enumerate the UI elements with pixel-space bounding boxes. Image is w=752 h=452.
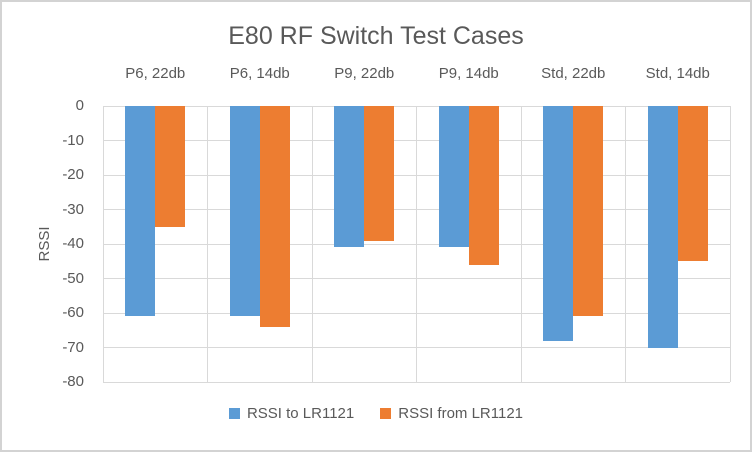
bar-to-lr1121-cat5 [647,106,678,348]
bar-from-lr1121-cat3 [468,106,499,265]
bar-to-lr1121-cat0 [125,106,156,317]
category-label: Std, 14db [645,65,710,82]
y-tick-label: -60 [62,304,84,321]
legend-label: RSSI from LR1121 [398,405,524,422]
legend-label: RSSI to LR1121 [246,405,355,422]
category-label: P9, 22db [334,65,395,82]
gridline-v [625,106,626,382]
y-tick-label: -50 [62,269,84,287]
category-label: P9, 14db [438,65,499,82]
y-tick-label: -30 [62,200,84,218]
gridline-v [416,106,417,382]
bar-from-lr1121-cat5 [677,106,708,262]
gridline-v [729,106,731,382]
gridline-v [207,106,208,382]
y-tick-label: -20 [62,166,84,183]
y-tick-label: -10 [62,131,84,149]
y-axis-title: RSSI [36,226,53,262]
legend-swatch-orange-icon [380,408,392,419]
bar-to-lr1121-cat1 [229,106,260,317]
chart-title: E80 RF Switch Test Cases [228,22,524,50]
legend-entry-rssi-to: RSSI to LR1121 [228,405,355,422]
category-label: Std, 22db [541,65,606,82]
y-tick-label: -80 [62,373,84,390]
bar-from-lr1121-cat1 [259,106,290,327]
y-tick-label: -70 [62,338,84,356]
bar-from-lr1121-cat0 [155,106,186,227]
category-label: P6, 22db [125,65,186,82]
y-tick-label: -40 [62,235,84,252]
bar-from-lr1121-cat4 [573,106,604,317]
gridline-v [520,106,522,382]
gridline-v [311,106,313,382]
bar-to-lr1121-cat2 [334,106,365,248]
legend-entry-rssi-from: RSSI from LR1121 [380,405,523,422]
bar-from-lr1121-cat2 [364,106,395,241]
gridline-h [103,381,730,383]
legend-swatch-blue-icon [228,408,240,419]
category-label: P6, 14db [229,65,290,82]
bar-to-lr1121-cat3 [438,106,469,248]
gridline-v [102,106,104,382]
y-tick-label: 0 [75,97,84,114]
bar-to-lr1121-cat4 [543,106,574,341]
legend: RSSI to LR1121 RSSI from LR1121 [2,405,750,422]
